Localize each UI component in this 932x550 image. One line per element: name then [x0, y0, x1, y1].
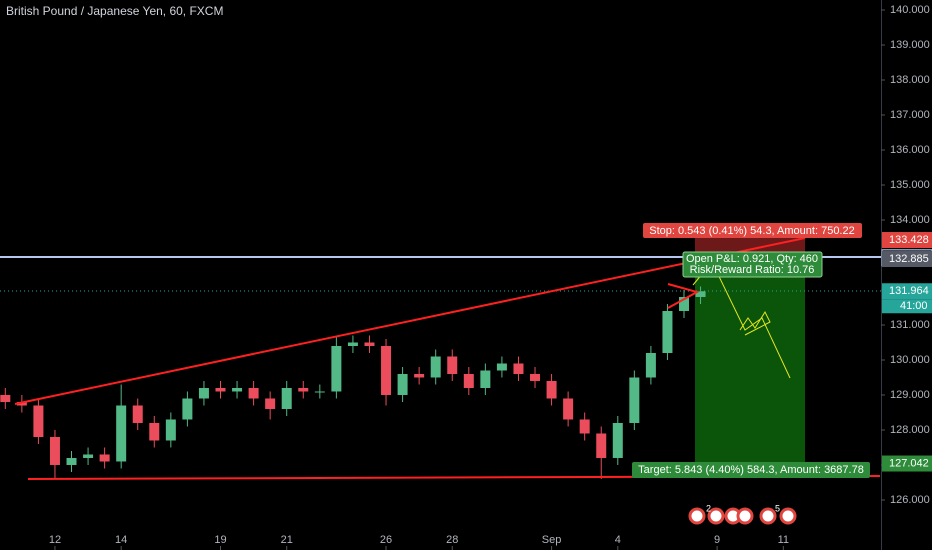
candle-body: [298, 387, 309, 392]
candle-body: [116, 405, 127, 462]
candle-body: [463, 373, 474, 388]
target-label: Target: 5.843 (4.40%) 584.3, Amount: 368…: [638, 464, 864, 476]
y-tick-label: 139.000: [890, 39, 930, 51]
candle-body: [66, 457, 77, 465]
candle-body: [381, 345, 392, 395]
stop-label-box: [643, 223, 862, 238]
target-label-box: [632, 462, 870, 478]
candle-body: [430, 356, 441, 378]
price-axis: 126.000127.000128.000129.000130.000131.0…: [881, 4, 932, 506]
price-badge: [882, 232, 932, 249]
candle-body: [645, 352, 656, 378]
candle-body: [16, 401, 27, 406]
y-tick-label: 136.000: [890, 144, 930, 156]
candle-body: [364, 342, 375, 346]
x-tick-label: 4: [615, 534, 621, 546]
event-icon: [779, 507, 797, 525]
price-badge: [882, 455, 932, 472]
event-icon: [759, 507, 777, 525]
candle-body: [612, 422, 623, 458]
candles: [0, 286, 706, 479]
countdown-badge: [882, 299, 932, 314]
target-zone: [695, 257, 805, 478]
candle-body: [579, 419, 590, 434]
rr-label: Risk/Reward Ratio: 10.76: [690, 264, 815, 276]
y-tick-label: 140.000: [890, 4, 930, 16]
candle-body: [182, 398, 193, 420]
candle-body: [414, 373, 425, 378]
candle-body: [496, 363, 507, 371]
candle-body: [530, 373, 541, 381]
candle-body: [265, 398, 276, 409]
candle-body: [480, 370, 491, 388]
chart-title: British Pound / Japanese Yen, 60, FXCM: [6, 4, 223, 18]
candle-body: [33, 405, 44, 437]
candle-body: [314, 391, 325, 393]
candle-body: [132, 405, 143, 423]
event-icons: 2 5: [688, 503, 797, 525]
y-tick-label: 134.000: [890, 214, 930, 226]
candle-body: [563, 398, 574, 420]
candle-body: [0, 394, 11, 402]
y-tick-label: 138.000: [890, 74, 930, 86]
x-tick-label: 14: [115, 534, 127, 546]
candle-body: [695, 291, 706, 297]
candle-body: [83, 454, 94, 458]
candle-body: [596, 433, 607, 458]
stop-label: Stop: 0.543 (0.41%) 54.3, Amount: 750.22: [649, 225, 854, 237]
projection-wave: [739, 310, 771, 336]
candle-body: [149, 422, 160, 441]
price-badge-label: 132.885: [889, 253, 929, 265]
candle-body: [215, 387, 226, 392]
countdown-label: 41:00: [900, 300, 928, 312]
event-count: 5: [775, 503, 780, 513]
x-tick-label: 12: [49, 534, 61, 546]
candle-body: [513, 363, 524, 374]
candle-body: [248, 387, 259, 399]
price-badge-label: 133.428: [889, 234, 929, 246]
candle-body: [281, 387, 292, 409]
price-badge-label: 131.964: [889, 285, 929, 297]
y-tick-label: 129.000: [890, 389, 930, 401]
x-tick-label: 9: [714, 534, 720, 546]
x-tick-label: 21: [281, 534, 293, 546]
x-tick-label: 11: [778, 534, 789, 546]
event-icon: [736, 507, 754, 525]
event-count: 2: [706, 503, 711, 513]
x-tick-label: 19: [214, 534, 226, 546]
y-tick-label: 135.000: [890, 179, 930, 191]
candle-body: [629, 377, 640, 423]
y-tick-label: 128.000: [890, 424, 930, 436]
pnl-label-box: [682, 251, 823, 278]
candle-body: [397, 373, 408, 395]
x-tick-label: 28: [446, 534, 458, 546]
y-tick-label: 137.000: [890, 109, 930, 121]
candle-body: [99, 454, 110, 462]
pnl-label: Open P&L: 0.921, Qty: 460: [686, 253, 818, 265]
y-tick-label: 130.000: [890, 354, 930, 366]
price-badge: [882, 283, 932, 300]
candle-body: [347, 342, 358, 346]
candle-body: [546, 380, 557, 399]
trend-line: [14, 237, 806, 405]
y-tick-label: 126.000: [890, 494, 930, 506]
wedge-lines: [667, 283, 700, 309]
candle-body: [165, 419, 176, 441]
candle-body: [447, 356, 458, 374]
event-icon: [688, 507, 706, 525]
x-tick-label: 26: [380, 534, 392, 546]
y-tick-label: 131.000: [890, 319, 930, 331]
candle-body: [198, 387, 209, 399]
price-badge-label: 127.042: [889, 457, 929, 469]
candle-body: [662, 310, 673, 353]
candle-body: [331, 345, 342, 392]
candle-body: [49, 436, 60, 465]
candle-body: [679, 296, 690, 311]
x-tick-label: Sep: [542, 534, 562, 546]
candle-body: [232, 387, 243, 392]
price-badge: [882, 251, 932, 268]
event-icon: [707, 507, 725, 525]
